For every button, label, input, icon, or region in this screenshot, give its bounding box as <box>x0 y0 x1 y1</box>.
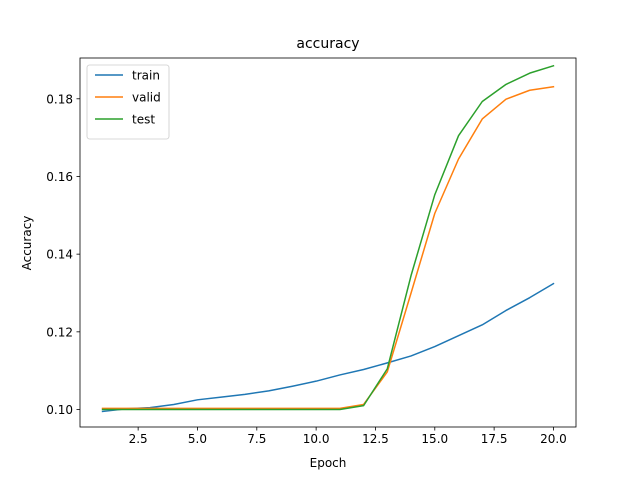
x-tick-label: 10.0 <box>303 432 330 446</box>
y-tick-label: 0.12 <box>46 325 73 339</box>
plot-area: 2.5 5.0 7.5 10.0 12.5 15.0 17.5 20.0 0.10 0.12 0.1… <box>46 57 577 446</box>
axes-frame <box>79 57 577 428</box>
legend-label-test: test <box>132 113 155 127</box>
series-line-train <box>101 282 555 413</box>
legend: train valid test <box>86 64 170 140</box>
legend-label-valid: valid <box>132 91 161 105</box>
y-tick-label: 0.16 <box>46 170 73 184</box>
y-axis-label: Accuracy <box>20 216 34 271</box>
y-tick-label: 0.10 <box>46 403 73 417</box>
x-tick-label: 2.5 <box>129 432 148 446</box>
x-tick-label: 17.5 <box>481 432 508 446</box>
series-line-valid <box>101 85 555 410</box>
series-line-test <box>101 64 555 411</box>
x-axis-label: Epoch <box>310 456 347 470</box>
legend-box <box>86 64 170 140</box>
x-tick-label: 12.5 <box>362 432 389 446</box>
chart-title: accuracy <box>296 36 359 52</box>
x-tick-label: 7.5 <box>247 432 266 446</box>
x-tick-label: 15.0 <box>421 432 448 446</box>
y-tick-label: 0.14 <box>46 248 73 262</box>
x-tick-label: 5.0 <box>188 432 207 446</box>
y-tick-label: 0.18 <box>46 92 73 106</box>
legend-label-train: train <box>132 69 160 83</box>
x-tick-label: 20.0 <box>540 432 567 446</box>
